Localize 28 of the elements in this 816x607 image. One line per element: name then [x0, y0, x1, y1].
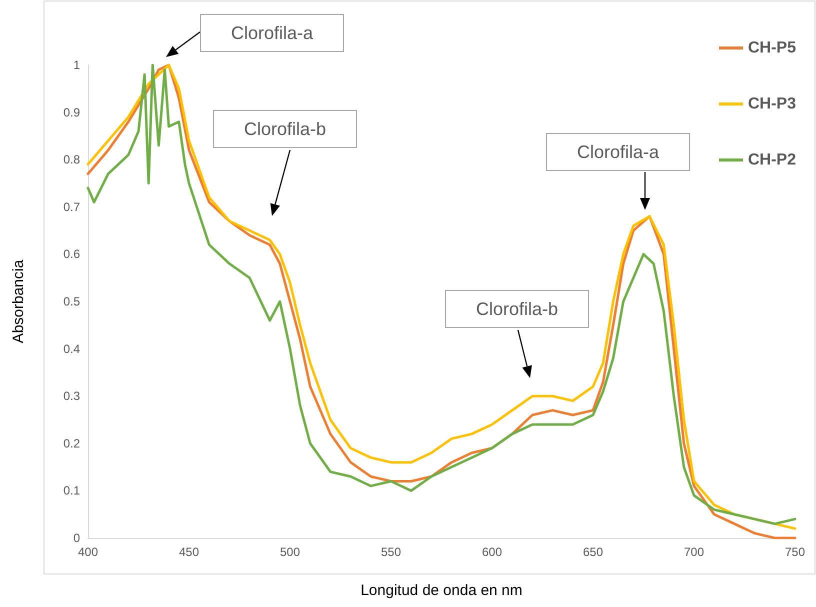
- y-tick-label: 0.1: [63, 484, 80, 498]
- y-tick-label: 0.8: [63, 152, 80, 167]
- text: Clorofila-a: [200, 14, 344, 52]
- legend-label: CH-P5: [748, 40, 796, 56]
- y-tick-label: 0.2: [63, 436, 80, 450]
- y-tick-label: 0.6: [63, 247, 80, 262]
- y-tick-label: 0.7: [63, 200, 80, 214]
- legend-label: CH-P2: [748, 152, 796, 168]
- x-tick-label: 550: [380, 545, 402, 559]
- annotation: Clorofila-b: [213, 110, 357, 148]
- x-tick-label: 400: [78, 545, 98, 559]
- annotation: Clorofila-b: [445, 290, 589, 328]
- x-tick-label: 450: [178, 545, 200, 559]
- y-tick-label: 0.9: [63, 105, 80, 120]
- legend-label: CH-P3: [748, 96, 796, 112]
- x-tick-label: 750: [784, 545, 806, 559]
- x-tick-label: 700: [684, 545, 704, 559]
- y-tick-label: 0.5: [63, 294, 80, 308]
- y-tick-label: 0: [73, 531, 80, 545]
- x-axis-title: Longitud de onda en nm: [360, 582, 522, 599]
- y-tick-label: 0.3: [63, 389, 80, 404]
- y-tick-label: 1: [73, 58, 80, 72]
- y-axis-title: Absorbancia: [10, 259, 27, 344]
- x-tick-label: 500: [280, 545, 300, 559]
- annotation: Clorofila-a: [546, 133, 690, 171]
- x-tick-label: 600: [482, 545, 502, 559]
- x-tick-label: 650: [582, 545, 604, 559]
- y-tick-label: 0.4: [63, 342, 80, 356]
